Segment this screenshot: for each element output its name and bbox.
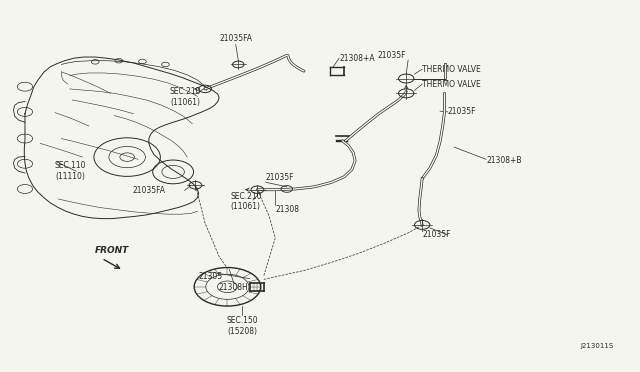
Text: 21035F: 21035F	[266, 173, 294, 182]
Text: 21035FA: 21035FA	[220, 34, 252, 43]
Text: 21035F: 21035F	[448, 108, 476, 116]
Text: SEC.150
(15208): SEC.150 (15208)	[227, 317, 258, 336]
Text: 21308+B: 21308+B	[486, 155, 522, 164]
Text: SEC.110
(11110): SEC.110 (11110)	[55, 161, 86, 181]
Text: J213011S: J213011S	[580, 343, 614, 349]
Text: THERMO VALVE: THERMO VALVE	[422, 65, 481, 74]
Text: SEC.210
(11061): SEC.210 (11061)	[230, 192, 262, 211]
Text: THERMO VALVE: THERMO VALVE	[422, 80, 481, 89]
Text: 21308+A: 21308+A	[339, 54, 375, 62]
Text: 21305: 21305	[198, 272, 222, 281]
Text: FRONT: FRONT	[95, 246, 129, 254]
Text: 21035F: 21035F	[378, 51, 406, 60]
Text: 21308H: 21308H	[219, 283, 249, 292]
Text: 21308: 21308	[275, 205, 300, 214]
Text: 21035F: 21035F	[422, 230, 451, 240]
Text: SEC.210
(11061): SEC.210 (11061)	[170, 87, 202, 107]
Text: 21035FA: 21035FA	[132, 186, 166, 195]
